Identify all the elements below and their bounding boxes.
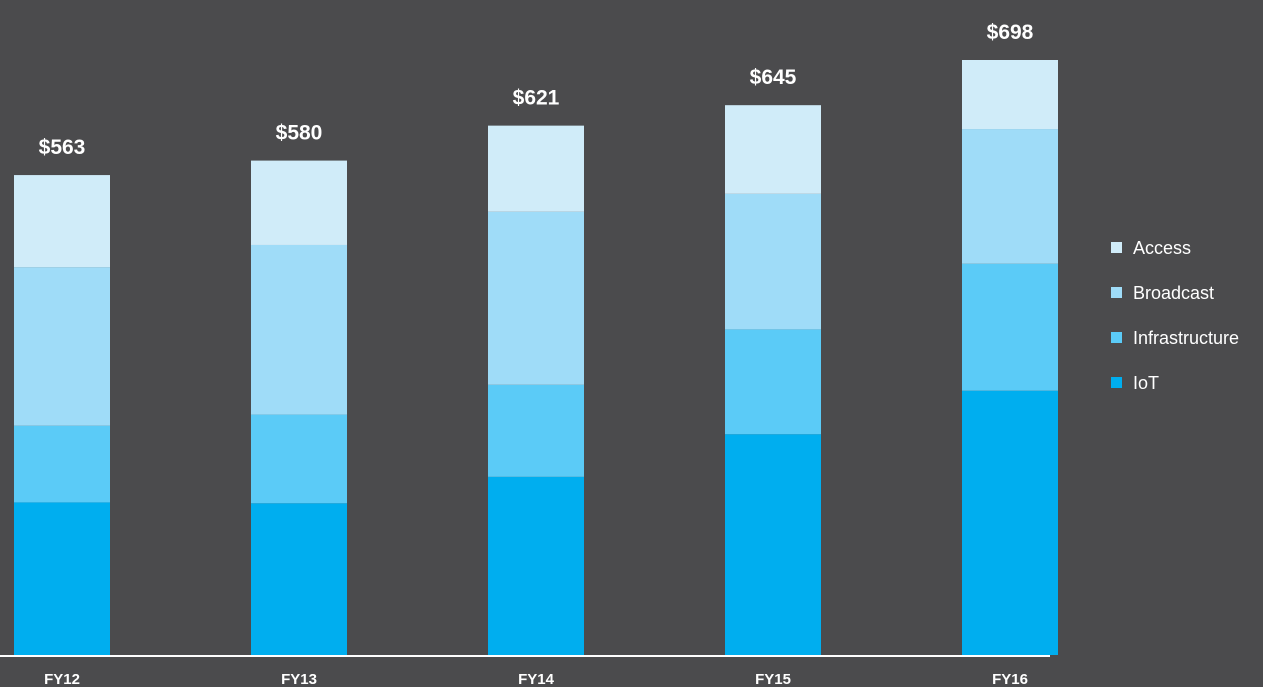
bar-segment-fy13-infrastructure xyxy=(251,414,347,504)
x-tick-label-fy13: FY13 xyxy=(281,671,317,687)
legend-swatch-access xyxy=(1111,242,1122,253)
bar-segment-fy15-access xyxy=(725,105,821,194)
bar-segment-fy16-broadcast xyxy=(962,129,1058,264)
legend-label-infrastructure: Infrastructure xyxy=(1133,328,1239,348)
bar-segment-fy13-access xyxy=(251,160,347,245)
bar-segment-fy14-broadcast xyxy=(488,211,584,385)
bar-segment-fy14-iot xyxy=(488,476,584,655)
bar-segment-fy13-broadcast xyxy=(251,244,347,415)
bars-group xyxy=(14,60,1058,655)
total-label-fy14: $621 xyxy=(513,87,560,110)
x-tick-label-fy16: FY16 xyxy=(992,671,1028,687)
bar-segment-fy13-iot xyxy=(251,503,347,655)
bar-segment-fy16-access xyxy=(962,60,1058,130)
bar-segment-fy14-access xyxy=(488,125,584,212)
bar-segment-fy15-broadcast xyxy=(725,193,821,330)
legend-swatch-infrastructure xyxy=(1111,332,1122,343)
bar-segment-fy12-broadcast xyxy=(14,267,110,426)
x-tick-label-fy12: FY12 xyxy=(44,671,80,687)
x-tick-label-fy14: FY14 xyxy=(518,671,555,687)
total-label-fy12: $563 xyxy=(39,136,86,159)
bar-segment-fy15-iot xyxy=(725,434,821,655)
bar-segment-fy16-iot xyxy=(962,390,1058,655)
bar-segment-fy12-access xyxy=(14,175,110,268)
bar-segment-fy12-infrastructure xyxy=(14,425,110,503)
total-label-fy13: $580 xyxy=(276,122,323,145)
legend-label-access: Access xyxy=(1133,238,1191,258)
x-tick-label-fy15: FY15 xyxy=(755,671,791,687)
bar-segment-fy15-infrastructure xyxy=(725,329,821,435)
legend-label-iot: IoT xyxy=(1133,373,1159,393)
legend-swatch-broadcast xyxy=(1111,287,1122,298)
total-label-fy16: $698 xyxy=(987,21,1034,44)
legend-label-broadcast: Broadcast xyxy=(1133,283,1214,303)
total-label-fy15: $645 xyxy=(750,66,797,89)
bar-segment-fy16-infrastructure xyxy=(962,263,1058,391)
labels-group: $563 FY12 $580 FY13 $621 FY14 $645 FY15 $698 FY16 xyxy=(39,21,1034,687)
bar-segment-fy14-infrastructure xyxy=(488,384,584,477)
legend-swatch-iot xyxy=(1111,377,1122,388)
bar-segment-fy12-iot xyxy=(14,502,110,655)
legend: Access Broadcast Infrastructure IoT xyxy=(1111,238,1239,393)
